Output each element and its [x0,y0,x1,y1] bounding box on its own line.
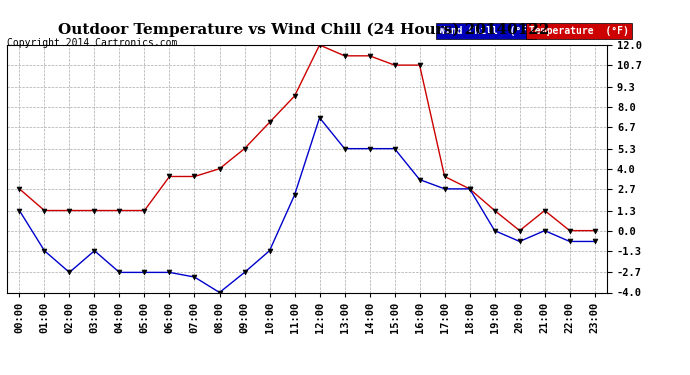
Text: Outdoor Temperature vs Wind Chill (24 Hours) 20140122: Outdoor Temperature vs Wind Chill (24 Ho… [58,22,549,37]
Text: Temperature  (°F): Temperature (°F) [529,26,629,36]
Text: Wind Chill  (°F): Wind Chill (°F) [439,26,533,36]
Text: Copyright 2014 Cartronics.com: Copyright 2014 Cartronics.com [7,38,177,48]
